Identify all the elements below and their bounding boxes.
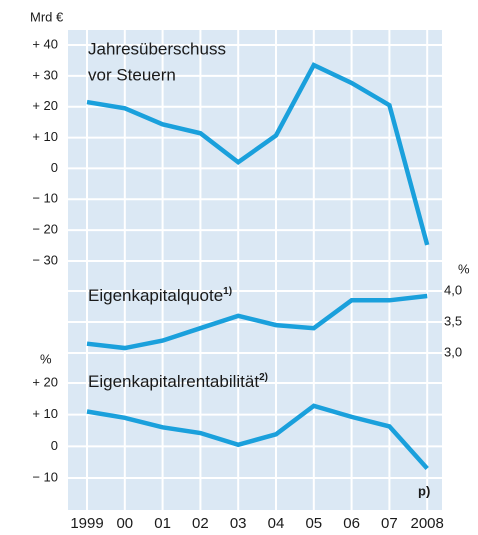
y-tick-label: − 10 xyxy=(32,191,58,206)
x-tick-label: 07 xyxy=(381,515,398,532)
panel-title: Eigenkapitalrentabilität2) xyxy=(88,372,268,392)
unit-label: Mrd € xyxy=(30,9,64,24)
y-tick-label: + 40 xyxy=(32,36,58,51)
y-tick-label: 3,5 xyxy=(444,313,462,328)
y-tick-label: + 20 xyxy=(32,98,58,113)
footnote-mark: 2) xyxy=(259,372,268,383)
y-tick-label: 3,0 xyxy=(444,344,462,359)
x-tick-label: 01 xyxy=(154,515,171,532)
unit-label: % xyxy=(458,261,470,276)
data-line xyxy=(86,62,430,246)
y-tick-label: − 30 xyxy=(32,252,58,267)
footnote-mark: 1) xyxy=(223,286,232,297)
y-tick-label: 0 xyxy=(51,160,58,175)
panel-title: Jahresüberschuss xyxy=(88,39,226,58)
x-tick-label: 02 xyxy=(192,515,209,532)
x-tick-label: 2008 xyxy=(411,515,444,532)
y-tick-label: + 30 xyxy=(32,67,58,82)
y-tick-label: − 10 xyxy=(32,469,58,484)
y-tick-label: + 10 xyxy=(32,129,58,144)
panel-title: vor Steuern xyxy=(88,65,176,84)
panel-title: Eigenkapitalquote1) xyxy=(88,286,232,306)
y-tick-label: − 20 xyxy=(32,222,58,237)
data-line xyxy=(86,403,429,471)
y-tick-label: 4,0 xyxy=(444,282,462,297)
x-tick-label: 06 xyxy=(343,515,360,532)
unit-label: % xyxy=(40,351,52,366)
y-tick-label: + 20 xyxy=(32,374,58,389)
data-line xyxy=(86,293,428,351)
title-text: Eigenkapitalquote xyxy=(88,286,223,305)
x-tick-label: 03 xyxy=(230,515,247,532)
y-tick-label: + 10 xyxy=(32,406,58,421)
annotation: p) xyxy=(418,483,430,498)
y-tick-label: 0 xyxy=(51,438,58,453)
x-tick-label: 1999 xyxy=(70,515,103,532)
x-tick-label: 04 xyxy=(268,515,285,532)
title-text: Eigenkapitalrentabilität xyxy=(88,372,259,391)
x-tick-label: 00 xyxy=(116,515,133,532)
x-tick-label: 05 xyxy=(305,515,322,532)
